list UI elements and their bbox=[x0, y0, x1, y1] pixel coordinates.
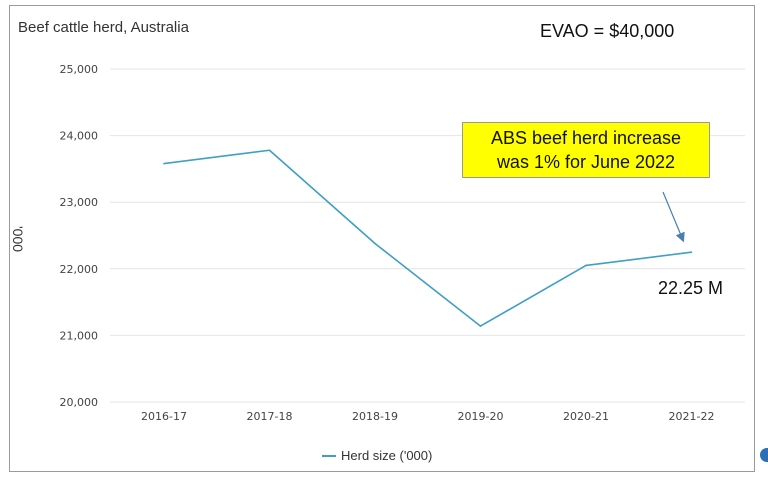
edge-decoration bbox=[760, 448, 768, 462]
annotation-arrow bbox=[662, 191, 685, 243]
y-tick-label: 24,000 bbox=[60, 130, 99, 143]
series-line bbox=[163, 149, 692, 327]
y-tick-label: 20,000 bbox=[60, 396, 99, 409]
data-point bbox=[374, 242, 376, 245]
x-tick-label: 2021-22 bbox=[669, 410, 715, 423]
y-axis-label: '000 bbox=[10, 226, 26, 253]
evao-label: EVAO = $40,000 bbox=[540, 21, 675, 41]
x-tick-label: 2017-18 bbox=[247, 410, 293, 423]
data-point bbox=[585, 264, 587, 267]
legend-swatch bbox=[322, 454, 336, 457]
chart-frame bbox=[9, 5, 755, 472]
annotation-line-2: was 1% for June 2022 bbox=[496, 152, 676, 172]
y-tick-label: 25,000 bbox=[60, 63, 99, 76]
data-point bbox=[163, 162, 165, 165]
x-tick-label: 2020-21 bbox=[563, 410, 609, 423]
data-point bbox=[690, 251, 693, 253]
annotation-callout: ABS beef herd increase was 1% for June 2… bbox=[462, 122, 710, 178]
legend-label: Herd size ('000) bbox=[341, 448, 433, 463]
y-tick-label: 23,000 bbox=[60, 196, 99, 209]
end-value-label: 22.25 M bbox=[658, 278, 724, 298]
data-point bbox=[479, 325, 482, 327]
legend: Herd size ('000) bbox=[322, 448, 432, 463]
data-point bbox=[268, 149, 271, 152]
x-tick-label: 2016-17 bbox=[141, 410, 187, 423]
annotation-line-1: ABS beef herd increase bbox=[490, 128, 682, 148]
y-tick-label: 21,000 bbox=[60, 329, 99, 342]
x-tick-label: 2019-20 bbox=[458, 410, 504, 423]
x-tick-label: 2018-19 bbox=[352, 410, 398, 423]
y-tick-label: 22,000 bbox=[60, 263, 99, 276]
chart-title: Beef cattle herd, Australia bbox=[18, 19, 189, 36]
